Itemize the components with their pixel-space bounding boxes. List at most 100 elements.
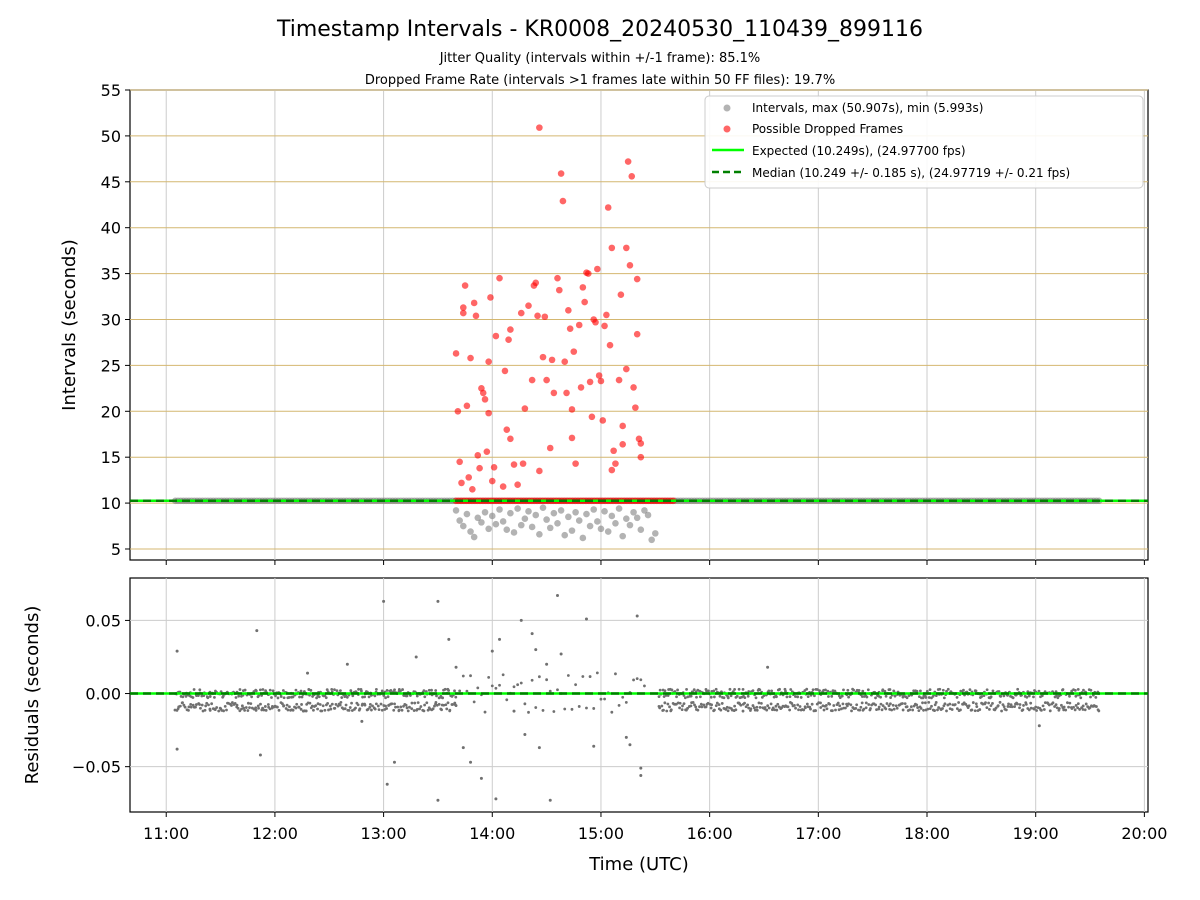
residual-point (945, 689, 948, 693)
residual-point (603, 697, 606, 701)
residual-point (905, 696, 909, 700)
residual-point (427, 688, 431, 692)
dropped-frame-point (599, 417, 607, 424)
residual-point (861, 689, 865, 693)
residual-point (941, 707, 944, 710)
residual-point (798, 705, 802, 708)
residual-point (274, 694, 277, 698)
dropped-frame-point (479, 389, 487, 397)
residual-point (257, 694, 261, 697)
dropped-frame-point (481, 396, 489, 403)
bottom-ytick-label: 0.00 (85, 685, 121, 704)
bottom-panel-frame (129, 577, 1149, 813)
dropped-frame-point (454, 407, 462, 415)
residual-point (1076, 702, 1080, 706)
residual-point (246, 709, 250, 712)
top-ytick-label: 20 (101, 402, 121, 421)
residual-outlier-point (624, 735, 628, 739)
residual-point (833, 689, 837, 693)
residual-point (909, 705, 913, 709)
residual-point (435, 694, 438, 698)
dropped-frame-point (559, 197, 567, 205)
residual-point (238, 688, 242, 691)
dropped-frame-point (584, 270, 592, 277)
residual-point (430, 688, 433, 692)
residual-point (563, 707, 567, 711)
dropped-frame-point (568, 434, 576, 442)
dropped-frame-point (519, 460, 527, 467)
residual-point (657, 695, 661, 699)
residual-point (1048, 709, 1052, 713)
residual-point (790, 702, 794, 705)
residual-point (726, 709, 730, 713)
residual-point (333, 706, 337, 710)
dropped-frame-point (603, 311, 610, 319)
residual-point (213, 695, 216, 699)
residual-point (431, 707, 435, 711)
residual-point (339, 689, 342, 692)
residual-point (985, 688, 989, 692)
residual-point (238, 709, 242, 713)
residual-point (1089, 688, 1093, 692)
residual-point (942, 704, 946, 708)
residual-point (1082, 688, 1085, 692)
top-ytick-label: 40 (101, 219, 121, 238)
residual-point (907, 694, 911, 698)
interval-point (536, 530, 543, 538)
residual-point (700, 705, 704, 709)
residual-point (921, 701, 924, 705)
residual-point (831, 709, 834, 713)
interval-point (478, 519, 485, 526)
residual-point (893, 694, 897, 698)
interval-point (612, 519, 619, 527)
xtick-label: 13:00 (361, 824, 407, 843)
residual-point (288, 705, 291, 709)
dropped-frame-point (507, 326, 514, 333)
residual-point (874, 703, 877, 707)
residual-point (377, 708, 381, 712)
residual-point (356, 703, 360, 707)
residual-point (825, 707, 829, 711)
top-ytick-label: 10 (101, 494, 121, 513)
dropped-frame-point (505, 336, 512, 343)
residual-point (793, 704, 796, 707)
residual-point (1079, 696, 1083, 700)
residual-point (953, 703, 957, 706)
residual-point (1051, 701, 1055, 705)
residual-point (834, 708, 837, 712)
residual-point (842, 688, 845, 692)
residual-point (405, 706, 409, 710)
residual-point (303, 690, 306, 693)
residual-point (181, 701, 184, 705)
residual-point (747, 690, 751, 693)
residual-point (384, 704, 387, 708)
residual-point (256, 704, 260, 708)
dropped-frame-point (483, 448, 491, 455)
residual-point (276, 696, 280, 700)
interval-point (568, 527, 576, 534)
residual-point (639, 678, 643, 682)
residual-point (240, 704, 244, 708)
residual-outlier-point (175, 649, 179, 653)
residual-point (822, 708, 826, 712)
dropped-frame-point (465, 474, 473, 481)
dropped-frame-point (539, 353, 547, 361)
residual-point (985, 706, 989, 710)
residual-point (735, 694, 739, 698)
residual-point (422, 709, 426, 713)
dropped-frame-point (474, 452, 482, 459)
residual-point (794, 695, 797, 698)
residual-point (330, 688, 334, 691)
residual-point (406, 709, 410, 713)
residual-point (775, 708, 779, 712)
residual-point (767, 689, 771, 693)
residual-point (712, 695, 716, 699)
residual-point (389, 689, 393, 692)
xtick-label: 20:00 (1121, 824, 1167, 843)
residual-point (371, 704, 374, 708)
residual-point (971, 701, 975, 704)
residual-point (658, 688, 662, 692)
residual-point (1064, 708, 1068, 712)
residual-point (725, 705, 729, 709)
residual-point (846, 688, 850, 692)
